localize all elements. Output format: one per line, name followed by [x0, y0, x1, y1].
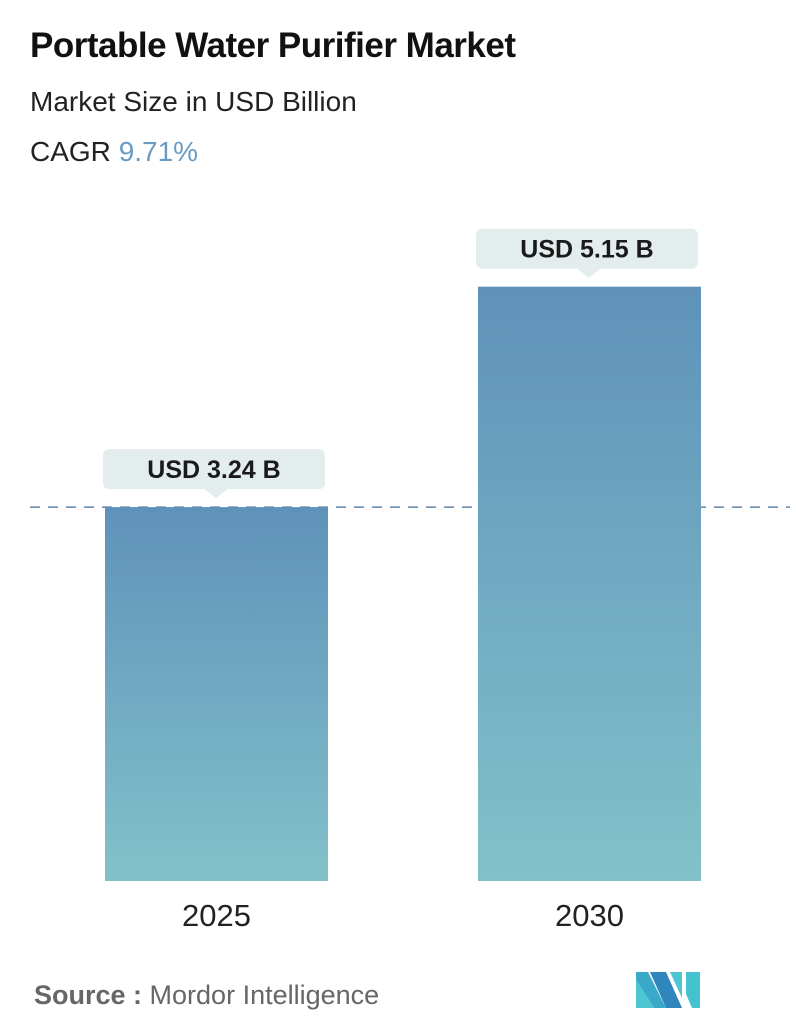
data-label-bg	[476, 228, 698, 269]
data-label-pointer	[577, 268, 601, 278]
bar-2030	[478, 286, 701, 881]
source-value: Mordor Intelligence	[149, 980, 380, 1010]
chart-subtitle: Market Size in USD Billion	[30, 86, 357, 117]
source: Source : Mordor Intelligence	[34, 980, 379, 1011]
data-label-pointer	[204, 489, 228, 499]
data-label-bg	[103, 449, 325, 490]
source-label: Source :	[34, 980, 143, 1010]
x-tick-label: 2030	[555, 898, 624, 933]
data-label: USD 3.24 B	[147, 456, 280, 484]
cagr: CAGR 9.71%	[30, 136, 198, 168]
mordor-intelligence-logo	[636, 972, 700, 1008]
bar-2025	[105, 507, 328, 881]
cagr-value: 9.71%	[118, 136, 199, 167]
chart-title: Portable Water Purifier Market	[30, 26, 516, 65]
x-tick-label: 2025	[182, 898, 251, 933]
data-label: USD 5.15 B	[520, 236, 653, 264]
cagr-label: CAGR	[30, 136, 111, 167]
